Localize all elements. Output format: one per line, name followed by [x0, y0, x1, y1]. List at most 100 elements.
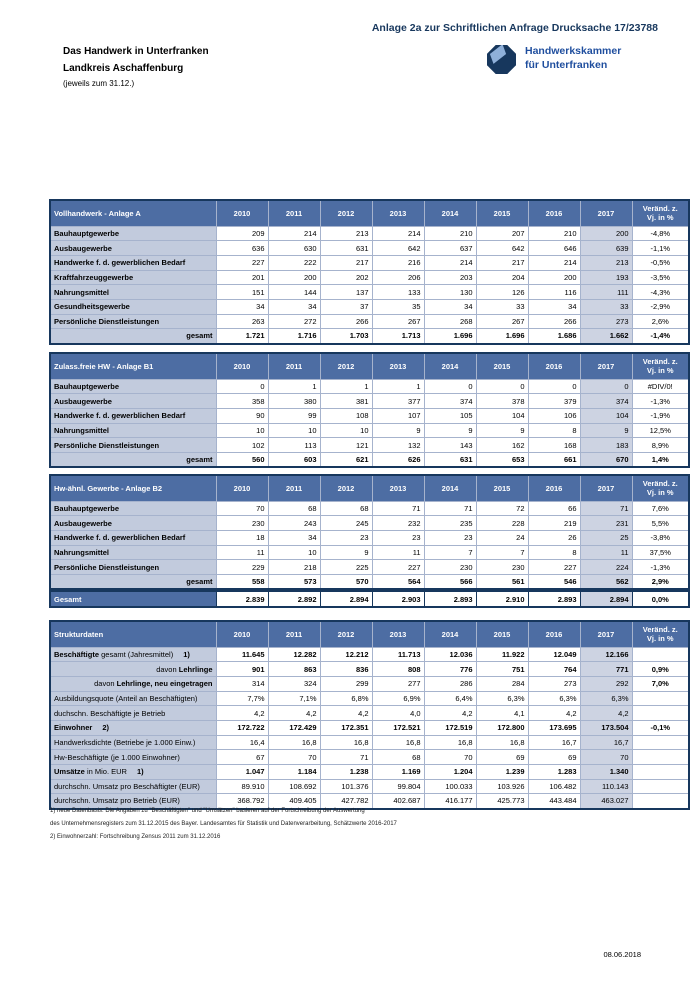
value-cell: 12.049 [527, 646, 581, 663]
year-header: 2014 [423, 352, 477, 380]
value-cell: 202 [319, 269, 373, 286]
value-cell: 1.283 [527, 764, 581, 780]
value-cell: 214 [267, 225, 321, 242]
value-cell: 764 [527, 661, 581, 677]
logo-text-line-2: für Unterfranken [525, 58, 608, 71]
value-cell: 1 [267, 378, 321, 395]
value-cell: 172.722 [215, 719, 269, 736]
value-cell: 381 [319, 393, 373, 409]
value-cell: 168 [527, 437, 581, 453]
value-cell: 172.800 [475, 719, 529, 736]
value-cell: 116 [527, 284, 581, 300]
table-row: Persönliche Dienstleistungen 263 272 266 267… [49, 313, 690, 330]
table-title: Zulass.freie HW - Anlage B1 [49, 352, 217, 380]
value-cell: 1.696 [423, 328, 477, 344]
value-cell: 71 [579, 500, 633, 517]
value-cell: 193 [579, 269, 633, 286]
value-cell: 104 [475, 407, 529, 424]
value-cell: 200 [527, 269, 581, 286]
table-vollhandwerk: Vollhandwerk - Anlage A 2010 2011 2012 2013 2… [49, 199, 690, 345]
value-cell: 69 [527, 749, 581, 765]
footnotes: 1) neue Datenbasis: Die Angaben zu "Besc… [50, 808, 397, 847]
value-cell: 16,8 [371, 734, 425, 751]
value-cell: 143 [423, 437, 477, 453]
change-header-line-1: Veränd. z. [642, 479, 678, 489]
value-cell: 1.713 [371, 328, 425, 344]
value-cell: 286 [423, 675, 477, 692]
table-strukturdaten: Strukturdaten 2010 2011 2012 2013 2014 2015 201… [49, 620, 690, 810]
change-cell: 8,9% [631, 437, 690, 453]
label-part: Handwerksdichte (Betriebe je 1.000 Einw.… [54, 737, 196, 747]
table-handwerksaehnliche-gewerbe: Hw-ähnl. Gewerbe - Anlage B2 2010 2011 2012… [49, 474, 690, 591]
change-cell: -4,8% [631, 225, 690, 242]
value-cell: 104 [579, 407, 633, 424]
value-cell: 67 [215, 749, 269, 765]
value-cell: 2.839 [215, 590, 269, 608]
change-cell: -0,5% [631, 254, 690, 271]
value-cell: 425.773 [475, 793, 529, 810]
value-cell: 402.687 [371, 793, 425, 810]
year-header: 2011 [267, 620, 321, 648]
value-cell: 4,2 [423, 705, 477, 721]
value-cell: 133 [371, 284, 425, 300]
value-cell: 99.804 [371, 778, 425, 795]
value-cell: 284 [475, 675, 529, 692]
value-cell: 113 [267, 437, 321, 453]
table-row: Handwerke f. d. gewerblichen Bedarf 18 34 2… [49, 529, 690, 546]
value-cell: 144 [267, 284, 321, 300]
year-header: 2017 [579, 199, 633, 227]
value-cell: 6,3% [475, 690, 529, 707]
value-cell: 416.177 [423, 793, 477, 810]
row-label: Ausbildungsquote (Anteil an Beschäftigte… [49, 690, 217, 707]
value-cell: 24 [475, 529, 529, 546]
row-label: gesamt [49, 573, 217, 590]
table-row: Bauhauptgewerbe 0 1 1 1 0 0 0 0 #DIV/0! [49, 378, 690, 395]
change-cell: #DIV/0! [631, 378, 690, 395]
year-header: 2011 [267, 199, 321, 227]
value-cell: 23 [423, 529, 477, 546]
table-row: Persönliche Dienstleistungen 229 218 225 227… [49, 559, 690, 575]
value-cell: 101.376 [319, 778, 373, 795]
value-cell: 37 [319, 298, 373, 315]
value-cell: 6,8% [319, 690, 373, 707]
change-cell: 5,5% [631, 515, 690, 531]
value-cell: 1.703 [319, 328, 373, 344]
row-label: Bauhauptgewerbe [49, 225, 217, 242]
value-cell: 1.721 [215, 328, 269, 344]
change-header-line-1: Veränd. z. [642, 357, 678, 367]
value-cell: 103.926 [475, 778, 529, 795]
change-cell [631, 749, 690, 765]
value-cell: 16,4 [215, 734, 269, 751]
value-cell: 1.340 [579, 764, 633, 780]
label-bold-part: Beschäftigte [54, 649, 100, 659]
value-cell: 1.696 [475, 328, 529, 344]
table-row: Handwerke f. d. gewerblichen Bedarf 227 22… [49, 254, 690, 271]
value-cell: 107 [371, 407, 425, 424]
year-header: 2016 [527, 474, 581, 502]
value-cell: 266 [527, 313, 581, 330]
change-cell: -1,9% [631, 407, 690, 424]
value-cell: 70 [579, 749, 633, 765]
change-header: Veränd. z. Vj. in % [631, 474, 690, 502]
value-cell: 570 [319, 573, 373, 590]
value-cell: 573 [267, 573, 321, 590]
change-header-line-1: Veränd. z. [642, 204, 678, 214]
value-cell: 0 [475, 378, 529, 395]
label-part: durchschn. Umsatz pro Beschäftigter (EUR… [54, 782, 200, 792]
value-cell: 267 [475, 313, 529, 330]
value-cell: 70 [215, 500, 269, 517]
value-cell: 35 [371, 298, 425, 315]
value-cell: 6,3% [527, 690, 581, 707]
value-cell: 4,2 [319, 705, 373, 721]
table-title: Vollhandwerk - Anlage A [49, 199, 217, 227]
value-cell: 214 [371, 225, 425, 242]
value-cell: 106 [527, 407, 581, 424]
value-cell: 209 [215, 225, 269, 242]
value-cell: 151 [215, 284, 269, 300]
value-cell: 603 [267, 451, 321, 468]
value-cell: 263 [215, 313, 269, 330]
label-part: Ausbildungsquote (Anteil an Beschäftigte… [54, 693, 198, 703]
row-label: Beschäftigte gesamt (Jahresmittel) 1) [49, 646, 217, 663]
year-header: 2015 [475, 352, 529, 380]
value-cell: 210 [527, 225, 581, 242]
